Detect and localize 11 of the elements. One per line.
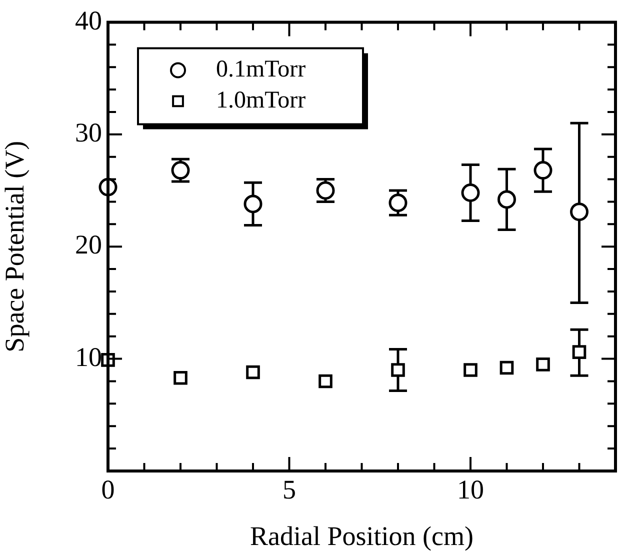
y-axis-title: Space Potential (V) <box>0 140 30 352</box>
y-tick-label: 40 <box>75 5 102 36</box>
y-tick-label: 20 <box>75 230 102 260</box>
x-tick-label: 0 <box>101 474 115 504</box>
x-tick-label: 5 <box>282 474 296 504</box>
legend-label: 0.1mTorr <box>216 56 306 82</box>
x-tick-label: 10 <box>457 474 484 504</box>
legend-label: 1.0mTorr <box>216 87 306 114</box>
y-tick-label: 10 <box>75 342 102 372</box>
x-axis-title: Radial Position (cm) <box>250 520 474 551</box>
y-tick-label: 30 <box>75 117 102 148</box>
